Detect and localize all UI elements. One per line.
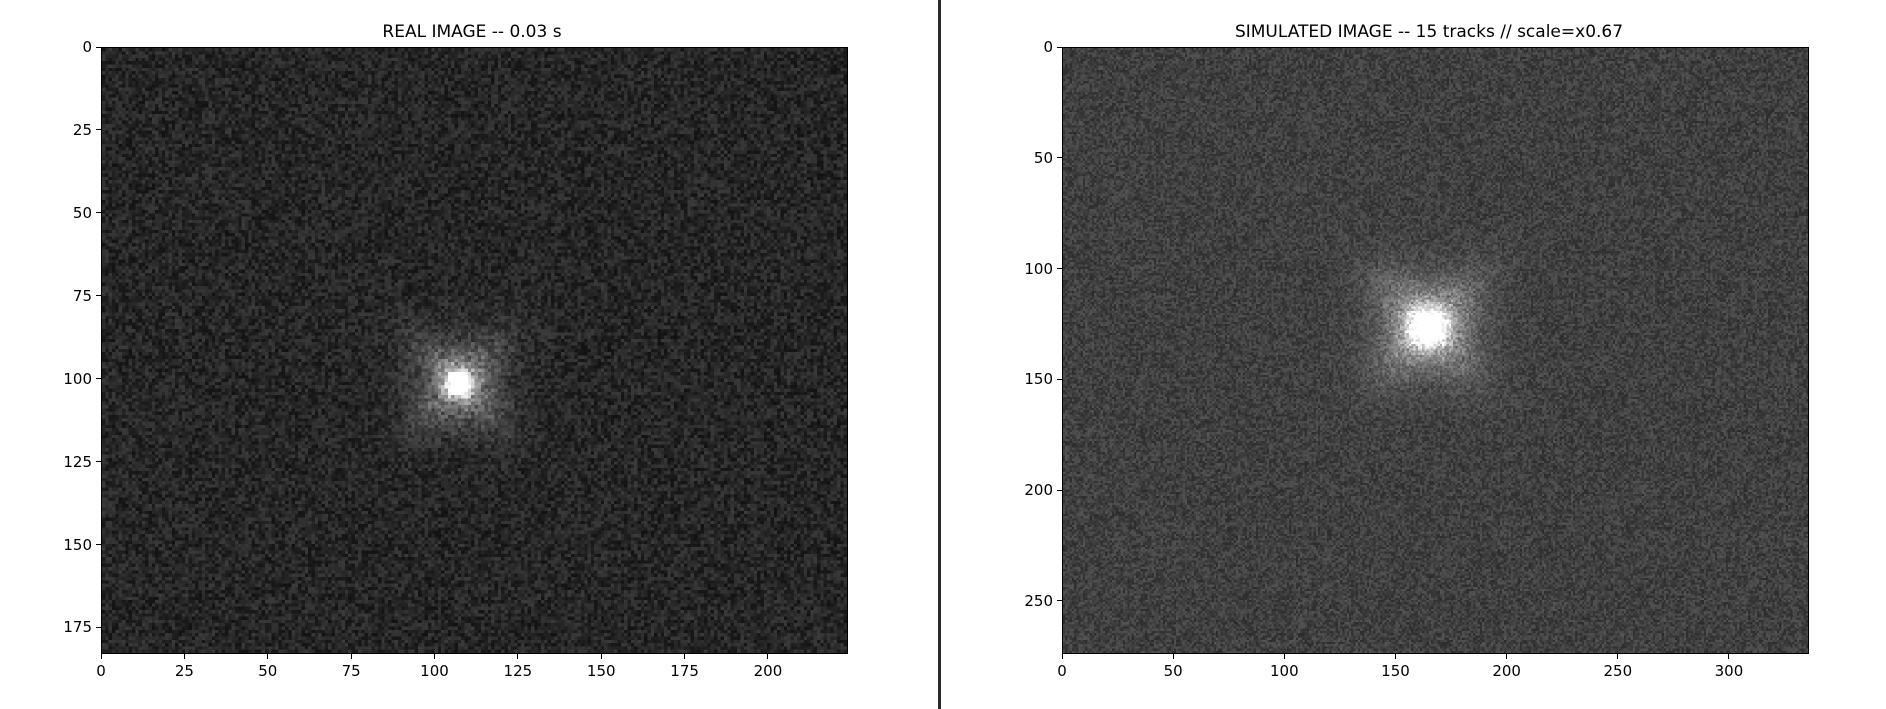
- y-tick-mark: [96, 129, 101, 131]
- x-tick-mark: [350, 654, 352, 659]
- x-tick-mark: [1728, 654, 1730, 659]
- x-tick-mark: [600, 654, 602, 659]
- panel-divider[interactable]: [938, 0, 941, 709]
- x-tick-mark: [100, 654, 102, 659]
- y-tick-mark: [1057, 157, 1062, 159]
- x-tick-label: 300: [1714, 662, 1744, 680]
- x-tick-label: 75: [341, 662, 361, 680]
- y-tick-label: 125: [63, 452, 92, 471]
- x-tick-label: 50: [1163, 662, 1183, 680]
- y-tick-label: 50: [1033, 148, 1053, 167]
- x-tick-label: 0: [96, 662, 106, 680]
- y-tick-label: 175: [63, 618, 92, 637]
- x-tick-label: 250: [1603, 662, 1633, 680]
- y-tick-mark: [1057, 600, 1062, 602]
- x-tick-mark: [433, 654, 435, 659]
- simulated-image-canvas: [1063, 48, 1808, 653]
- y-tick-mark: [96, 461, 101, 463]
- x-tick-mark: [1172, 654, 1174, 659]
- x-tick-mark: [1394, 654, 1396, 659]
- x-tick-mark: [1061, 654, 1063, 659]
- y-tick-mark: [96, 295, 101, 297]
- x-tick-label: 200: [1492, 662, 1521, 680]
- x-tick-mark: [183, 654, 185, 659]
- y-tick-mark: [1057, 268, 1062, 270]
- simulated-image-plot[interactable]: [1062, 47, 1809, 654]
- y-tick-label: 150: [63, 535, 92, 554]
- y-tick-mark: [96, 626, 101, 628]
- real-image-panel: REAL IMAGE -- 0.03 s 0 25 50 75 100 125 150 175…: [0, 0, 938, 709]
- x-tick-mark: [767, 654, 769, 659]
- real-image-canvas: [102, 48, 847, 653]
- panel-title: SIMULATED IMAGE -- 15 tracks // scale=x0…: [1234, 22, 1624, 42]
- x-tick-label: 100: [420, 662, 449, 680]
- x-tick-label: 150: [1381, 662, 1410, 680]
- x-tick-mark: [267, 654, 269, 659]
- y-tick-label: 50: [72, 203, 92, 222]
- y-tick-label: 75: [72, 286, 92, 305]
- y-tick-mark: [96, 378, 101, 380]
- y-tick-label: 0: [1043, 38, 1053, 56]
- x-tick-label: 0: [1057, 662, 1067, 680]
- y-tick-label: 150: [1024, 370, 1053, 389]
- real-image-plot[interactable]: [101, 47, 848, 654]
- y-tick-mark: [96, 544, 101, 546]
- x-tick-label: 25: [174, 662, 194, 680]
- y-tick-label: 100: [63, 369, 92, 388]
- y-tick-label: 250: [1024, 591, 1053, 610]
- y-tick-label: 100: [1024, 259, 1053, 278]
- x-tick-mark: [1283, 654, 1285, 659]
- x-tick-label: 125: [503, 662, 533, 680]
- y-tick-mark: [1057, 378, 1062, 380]
- y-tick-mark: [1057, 489, 1062, 491]
- x-tick-label: 175: [670, 662, 699, 680]
- y-tick-mark: [96, 46, 101, 48]
- x-tick-label: 150: [586, 662, 616, 680]
- simulated-image-panel: SIMULATED IMAGE -- 15 tracks // scale=x0…: [941, 0, 1886, 709]
- panel-title: REAL IMAGE -- 0.03 s: [382, 22, 562, 42]
- x-tick-label: 50: [258, 662, 278, 680]
- y-tick-label: 200: [1024, 481, 1053, 500]
- x-tick-mark: [684, 654, 686, 659]
- x-tick-mark: [1506, 654, 1508, 659]
- y-tick-label: 25: [72, 120, 92, 139]
- x-tick-mark: [1617, 654, 1619, 659]
- y-tick-mark: [1057, 46, 1062, 48]
- x-tick-label: 200: [753, 662, 783, 680]
- x-tick-mark: [517, 654, 519, 659]
- y-tick-mark: [96, 212, 101, 214]
- x-tick-label: 100: [1269, 662, 1299, 680]
- y-tick-label: 0: [82, 38, 92, 56]
